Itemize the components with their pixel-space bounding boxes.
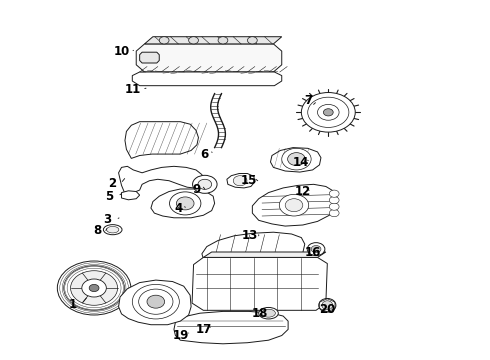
- Polygon shape: [136, 44, 282, 72]
- Circle shape: [282, 148, 311, 170]
- Circle shape: [318, 104, 339, 120]
- Circle shape: [285, 199, 303, 212]
- Circle shape: [170, 192, 201, 215]
- Circle shape: [218, 37, 228, 44]
- Ellipse shape: [103, 225, 122, 235]
- Polygon shape: [174, 311, 288, 344]
- Circle shape: [308, 97, 349, 127]
- Circle shape: [329, 197, 339, 204]
- Text: 4: 4: [175, 202, 183, 215]
- Polygon shape: [140, 52, 159, 63]
- Polygon shape: [125, 122, 198, 158]
- Circle shape: [247, 37, 257, 44]
- Text: 10: 10: [113, 45, 130, 58]
- Text: 1: 1: [69, 298, 76, 311]
- Circle shape: [329, 203, 339, 210]
- Text: 14: 14: [293, 156, 310, 169]
- Ellipse shape: [262, 309, 275, 317]
- Text: 8: 8: [93, 224, 101, 237]
- Polygon shape: [119, 280, 191, 325]
- Text: 2: 2: [108, 177, 116, 190]
- Polygon shape: [119, 166, 203, 194]
- Polygon shape: [145, 37, 282, 44]
- Text: 3: 3: [103, 213, 111, 226]
- Polygon shape: [203, 252, 326, 257]
- Ellipse shape: [107, 226, 119, 233]
- Circle shape: [71, 271, 118, 305]
- Text: 6: 6: [201, 148, 209, 161]
- Polygon shape: [151, 189, 215, 218]
- Text: 18: 18: [251, 307, 268, 320]
- Circle shape: [279, 194, 309, 216]
- Circle shape: [311, 246, 321, 253]
- Polygon shape: [122, 191, 140, 200]
- Circle shape: [57, 261, 131, 315]
- Polygon shape: [252, 184, 337, 226]
- Circle shape: [323, 109, 333, 116]
- Text: 5: 5: [105, 190, 113, 203]
- Text: 12: 12: [294, 185, 311, 198]
- Polygon shape: [192, 257, 327, 310]
- Text: 19: 19: [173, 329, 190, 342]
- Circle shape: [64, 266, 124, 310]
- Text: 7: 7: [305, 94, 313, 107]
- Text: 15: 15: [241, 174, 257, 187]
- Text: 13: 13: [242, 229, 258, 242]
- Circle shape: [132, 284, 179, 319]
- Circle shape: [288, 153, 305, 166]
- Circle shape: [307, 243, 325, 256]
- Circle shape: [189, 37, 198, 44]
- Polygon shape: [202, 232, 305, 268]
- Circle shape: [159, 37, 169, 44]
- Circle shape: [301, 93, 355, 132]
- Circle shape: [89, 284, 99, 292]
- Text: 20: 20: [319, 303, 336, 316]
- Polygon shape: [227, 174, 255, 188]
- Text: 17: 17: [195, 323, 212, 336]
- Circle shape: [82, 279, 106, 297]
- Text: 9: 9: [192, 183, 200, 195]
- Circle shape: [193, 175, 217, 193]
- Circle shape: [198, 179, 212, 189]
- Ellipse shape: [322, 301, 333, 310]
- Circle shape: [139, 289, 173, 314]
- Text: 11: 11: [125, 83, 142, 96]
- Circle shape: [329, 210, 339, 217]
- Text: 16: 16: [304, 246, 321, 259]
- Circle shape: [329, 190, 339, 197]
- Circle shape: [147, 295, 165, 308]
- Circle shape: [233, 176, 247, 186]
- Ellipse shape: [259, 307, 278, 319]
- Ellipse shape: [319, 298, 336, 312]
- Polygon shape: [270, 148, 321, 172]
- Circle shape: [176, 197, 194, 210]
- Polygon shape: [132, 72, 282, 86]
